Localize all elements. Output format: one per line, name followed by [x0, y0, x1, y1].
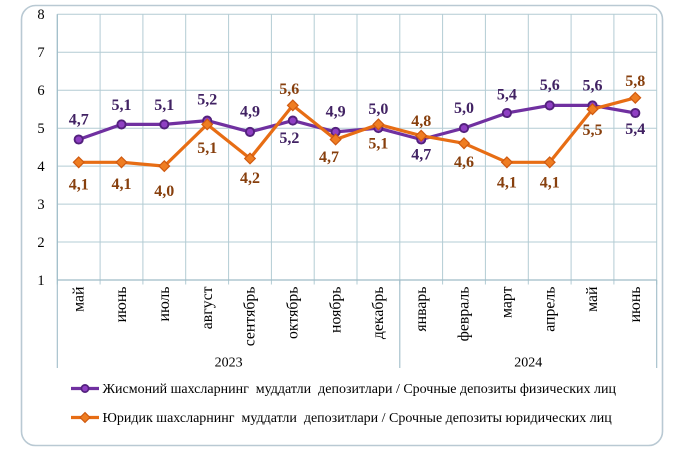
- svg-text:5,5: 5,5: [583, 122, 603, 139]
- svg-text:4: 4: [37, 159, 45, 175]
- svg-text:апрель: апрель: [541, 287, 558, 332]
- svg-text:октябрь: октябрь: [285, 287, 302, 339]
- svg-text:6: 6: [37, 83, 44, 99]
- svg-text:2024: 2024: [514, 356, 542, 371]
- svg-text:2: 2: [37, 235, 44, 251]
- svg-text:4,1: 4,1: [497, 174, 517, 191]
- svg-text:август: август: [199, 286, 216, 329]
- svg-text:5,4: 5,4: [625, 121, 645, 138]
- svg-text:февраль: февраль: [456, 287, 473, 342]
- svg-text:июнь: июнь: [113, 287, 130, 323]
- svg-text:5,1: 5,1: [112, 97, 132, 114]
- svg-text:5,8: 5,8: [625, 73, 645, 90]
- svg-text:8: 8: [37, 7, 44, 23]
- svg-text:5,6: 5,6: [279, 81, 299, 98]
- svg-text:4,9: 4,9: [326, 104, 346, 121]
- svg-text:4,7: 4,7: [319, 149, 339, 166]
- svg-text:5,0: 5,0: [454, 100, 474, 117]
- svg-text:4,2: 4,2: [240, 170, 260, 187]
- svg-text:май: май: [70, 286, 87, 312]
- svg-text:5,2: 5,2: [279, 130, 299, 147]
- svg-text:4,6: 4,6: [454, 154, 474, 171]
- svg-text:5: 5: [37, 121, 44, 137]
- svg-text:4,0: 4,0: [154, 183, 174, 200]
- svg-text:июнь: июнь: [627, 287, 644, 323]
- svg-text:2023: 2023: [215, 356, 243, 371]
- svg-text:4,8: 4,8: [411, 113, 431, 130]
- svg-text:ноябрь: ноябрь: [327, 287, 344, 333]
- svg-text:июль: июль: [156, 287, 173, 322]
- svg-text:4,1: 4,1: [540, 174, 560, 191]
- svg-text:3: 3: [37, 197, 44, 213]
- svg-text:4,1: 4,1: [69, 177, 89, 194]
- svg-text:5,4: 5,4: [497, 87, 517, 104]
- svg-text:5,1: 5,1: [154, 97, 174, 114]
- svg-text:Юридик шахсларнинг муддатли: Юридик шахсларнинг муддатли депозитлари …: [103, 411, 613, 426]
- svg-text:4,1: 4,1: [112, 176, 132, 193]
- svg-text:5,6: 5,6: [540, 77, 560, 94]
- svg-text:декабрь: декабрь: [370, 287, 387, 340]
- svg-text:сентябрь: сентябрь: [242, 287, 259, 347]
- svg-text:5,1: 5,1: [368, 136, 388, 153]
- svg-text:4,7: 4,7: [69, 112, 89, 129]
- svg-text:5,1: 5,1: [197, 140, 217, 157]
- svg-text:4,7: 4,7: [411, 147, 431, 164]
- svg-text:5,0: 5,0: [368, 101, 388, 118]
- svg-text:январь: январь: [413, 287, 430, 332]
- svg-text:май: май: [584, 286, 601, 312]
- svg-text:4,9: 4,9: [240, 104, 260, 121]
- svg-text:1: 1: [37, 273, 44, 289]
- svg-text:март: март: [499, 286, 516, 318]
- svg-text:5,6: 5,6: [583, 78, 603, 95]
- svg-text:7: 7: [37, 45, 44, 61]
- svg-text:Жисмоний шахсларнинг муддатли: Жисмоний шахсларнинг муддатли депозитлар…: [103, 382, 617, 397]
- svg-text:5,2: 5,2: [197, 92, 217, 109]
